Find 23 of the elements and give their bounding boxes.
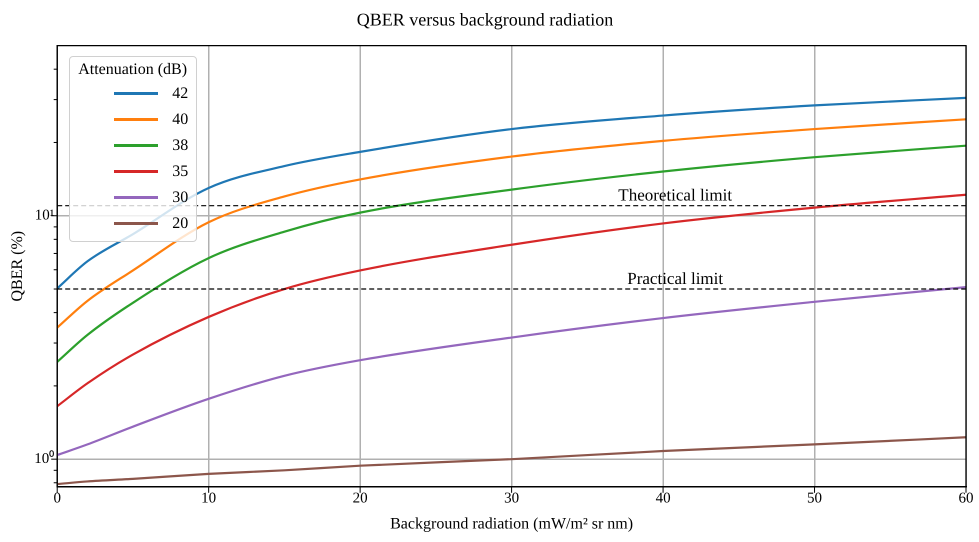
y-tick-label: 10⁰ [34,450,54,468]
chart-title: QBER versus background radiation [356,10,614,30]
ref-line-label: Theoretical limit [618,186,732,205]
x-tick-label: 0 [53,490,61,507]
legend-label: 42 [172,84,188,103]
x-tick-label: 30 [504,490,520,507]
legend-label: 20 [172,214,188,233]
legend-label: 30 [172,188,188,207]
x-tick-label: 50 [807,490,822,507]
line-series [57,96,966,290]
x-tick-label: 60 [958,490,974,507]
legend-label: 35 [172,162,188,181]
ref-line-label: Practical limit [627,268,724,288]
legend-label: 38 [172,136,188,155]
legend-title: Attenuation (dB) [78,60,188,79]
x-axis-title: Background radiation (mW/m² sr nm) [390,516,634,533]
x-tick-label: 20 [352,490,368,507]
line-series [57,286,966,456]
y-tick-label: 10¹ [34,208,54,224]
y-axis-title: QBER (%) [8,230,26,302]
x-tick-label: 10 [201,490,216,507]
x-tick-label: 40 [656,490,671,507]
legend-label: 40 [172,110,188,129]
